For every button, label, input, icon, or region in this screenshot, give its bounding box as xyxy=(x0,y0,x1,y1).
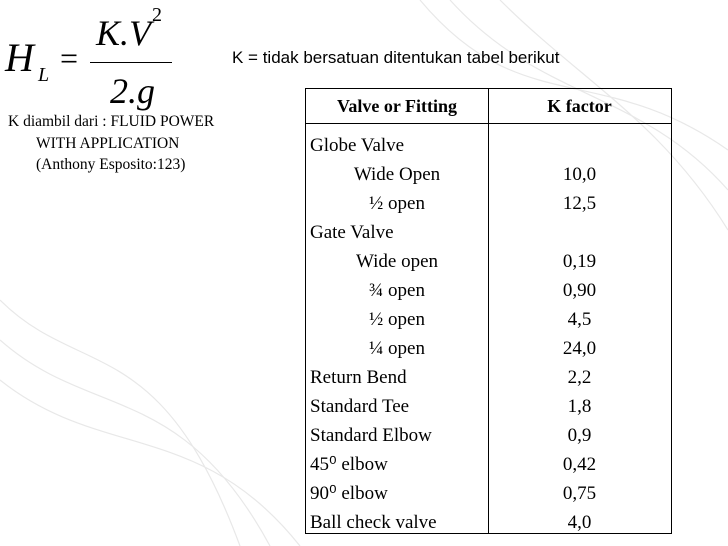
formula-numerator: K.V xyxy=(96,13,152,53)
source-line: K diambil dari : FLUID POWER xyxy=(8,113,215,130)
table-row: 90⁰ elbow 0,75 xyxy=(306,479,671,508)
fitting-cell: Gate Valve xyxy=(310,221,394,243)
k-factor-cell: 0,42 xyxy=(562,453,597,475)
k-factor-cell: 1,8 xyxy=(567,395,592,417)
table-row: Wide open 0,19 xyxy=(306,247,671,276)
header-cell: K factor xyxy=(547,95,612,116)
k-factor-table: Valve or Fitting K factor Globe Valve Wid… xyxy=(305,88,672,534)
table-row: ¾ open 0,90 xyxy=(306,276,671,305)
table-row: Ball check valve 4,0 xyxy=(306,508,671,537)
k-factor-cell: 0,9 xyxy=(567,424,592,446)
fitting-cell: Wide Open xyxy=(353,163,441,185)
k-factor-cell: 0,90 xyxy=(562,279,597,301)
note: K = tidak bersatuan ditentukan tabel ber… xyxy=(232,48,560,67)
table-row: Gate Valve xyxy=(306,218,671,247)
table-row: 45⁰ elbow 0,42 xyxy=(306,450,671,479)
formula-subscript: L xyxy=(38,64,50,86)
column-divider xyxy=(488,89,489,533)
fitting-cell: Standard Elbow xyxy=(310,424,432,446)
table-row: Standard Elbow 0,9 xyxy=(306,421,671,450)
formula-superscript: 2 xyxy=(152,4,162,26)
header-cell: Valve or Fitting xyxy=(337,95,457,116)
fitting-cell: Ball check valve xyxy=(310,511,437,533)
formula-equals: = xyxy=(60,40,79,76)
k-factor-cell: 4,0 xyxy=(567,511,592,533)
k-factor-cell: 12,5 xyxy=(562,192,597,214)
source-line: (Anthony Esposito:123) xyxy=(36,156,186,173)
fitting-cell: ½ open xyxy=(369,308,425,330)
table-body: Globe Valve Wide Open 10,0 ½ open 12,5 Gate V… xyxy=(306,124,671,537)
k-factor-cell: 0,75 xyxy=(562,482,597,504)
k-factor-cell: 2,2 xyxy=(567,366,592,388)
table-row: Standard Tee 1,8 xyxy=(306,392,671,421)
table-row: ½ open 12,5 xyxy=(306,189,671,218)
formula-denominator: 2.g xyxy=(110,71,155,111)
table-row: ¼ open 24,0 xyxy=(306,334,671,363)
fitting-cell: Globe Valve xyxy=(310,134,405,156)
table-row: ½ open 4,5 xyxy=(306,305,671,334)
source-line: WITH APPLICATION xyxy=(36,135,180,152)
k-factor-cell: 10,0 xyxy=(562,163,597,185)
fraction-line xyxy=(90,62,172,63)
fitting-cell: ¾ open xyxy=(369,279,425,301)
table-row: Wide Open 10,0 xyxy=(306,160,671,189)
fitting-cell: ½ open xyxy=(369,192,425,214)
formula-lhs: H xyxy=(5,35,34,80)
fitting-cell: Return Bend xyxy=(310,366,407,388)
table-row: Globe Valve xyxy=(306,131,671,160)
fitting-cell: ¼ open xyxy=(369,337,425,359)
fitting-cell: 45⁰ elbow xyxy=(310,454,388,475)
fitting-cell: Wide open xyxy=(355,250,439,272)
fitting-cell: Standard Tee xyxy=(310,395,410,417)
fitting-cell: 90⁰ elbow xyxy=(310,483,388,504)
k-factor-cell: 0,19 xyxy=(562,250,597,272)
table-row: Return Bend 2,2 xyxy=(306,363,671,392)
k-factor-cell: 4,5 xyxy=(567,308,592,330)
k-factor-cell: 24,0 xyxy=(562,337,597,359)
